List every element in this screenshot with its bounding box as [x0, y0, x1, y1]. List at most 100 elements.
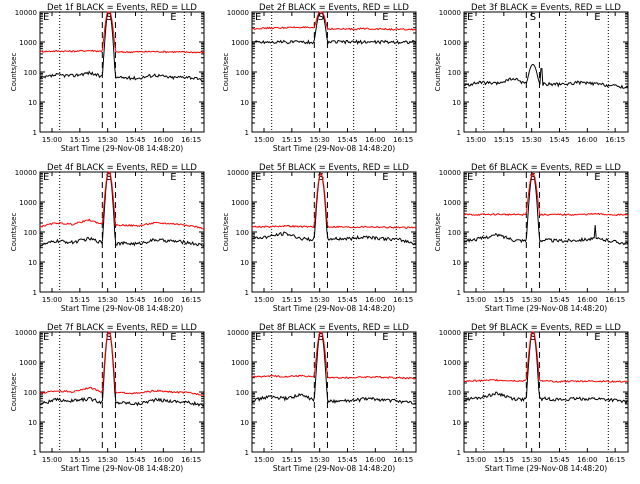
- x-tick-label: 15:00: [42, 456, 62, 464]
- y-tick-label: 10000: [227, 9, 249, 17]
- marker-label-s: S: [530, 12, 536, 23]
- x-axis-label: Start Time (29-Nov-08 14:48:20): [61, 304, 183, 313]
- x-tick-label: 15:30: [98, 456, 118, 464]
- y-tick-label: 1: [245, 289, 249, 297]
- marker-label-s: S: [530, 332, 536, 343]
- y-tick-label: 100: [236, 69, 249, 77]
- marker-label-e: E: [170, 12, 176, 23]
- x-tick-label: 15:00: [254, 136, 274, 144]
- series-events-line: [463, 331, 629, 405]
- x-tick-label: 16:00: [577, 296, 597, 304]
- x-tick-label: 15:45: [337, 136, 357, 144]
- y-tick-label: 10: [452, 419, 461, 427]
- x-axis-label: Start Time (29-Nov-08 14:48:20): [61, 144, 183, 153]
- x-axis-label: Start Time (29-Nov-08 14:48:20): [273, 464, 395, 473]
- x-tick-label: 16:00: [577, 136, 597, 144]
- x-axis-label: Start Time (29-Nov-08 14:48:20): [273, 144, 395, 153]
- x-tick-label: 15:30: [310, 136, 330, 144]
- x-tick-label: 15:15: [494, 136, 514, 144]
- panel-title: Det 6f BLACK = Events, RED = LLD: [471, 163, 621, 173]
- marker-label-s: S: [106, 172, 112, 183]
- marker-label-e: E: [255, 12, 261, 23]
- panel-det-9: Det 9f BLACK = Events, RED = LLD 1 10 100 10…: [439, 323, 629, 473]
- x-tick-label: 16:15: [181, 456, 201, 464]
- y-tick-label: 1: [33, 289, 37, 297]
- plot-frame: [463, 331, 629, 453]
- y-tick-label: 100: [236, 229, 249, 237]
- x-tick-label: 15:30: [310, 456, 330, 464]
- marker-label-e: E: [382, 332, 388, 343]
- x-tick-label: 15:15: [494, 296, 514, 304]
- marker-label-s: S: [106, 332, 112, 343]
- y-tick-label: 10: [28, 259, 37, 267]
- x-tick-label: 15:30: [310, 296, 330, 304]
- x-tick-label: 16:15: [181, 136, 201, 144]
- series-events-line: [463, 63, 629, 89]
- y-tick-label: 10000: [439, 329, 461, 337]
- plot-frame: [463, 171, 629, 293]
- y-axis-label: Counts/sec: [10, 373, 18, 412]
- x-tick-label: 15:45: [549, 136, 569, 144]
- x-tick-label: 15:45: [549, 296, 569, 304]
- series-events-line: [251, 11, 417, 46]
- x-tick-label: 15:15: [70, 296, 90, 304]
- series-events-line: [251, 331, 417, 406]
- y-axis-label: Counts/sec: [434, 53, 442, 92]
- y-tick-label: 1: [457, 289, 461, 297]
- series-lld-line: [39, 331, 205, 397]
- y-tick-label: 10000: [227, 329, 249, 337]
- series-events-line: [39, 171, 205, 248]
- panel-title: Det 5f BLACK = Events, RED = LLD: [259, 163, 409, 173]
- marker-label-s: S: [530, 172, 536, 183]
- y-tick-label: 100: [448, 229, 461, 237]
- marker-label-s: S: [318, 12, 324, 23]
- x-tick-label: 16:00: [153, 136, 173, 144]
- y-tick-label: 1000: [231, 39, 249, 47]
- x-tick-label: 15:00: [254, 296, 274, 304]
- plot-frame: [39, 11, 205, 133]
- x-tick-label: 15:45: [125, 456, 145, 464]
- marker-label-s: S: [318, 332, 324, 343]
- series-events-line: [463, 172, 629, 246]
- x-tick-label: 15:00: [42, 296, 62, 304]
- series-lld-line: [39, 11, 205, 54]
- x-tick-label: 15:15: [282, 456, 302, 464]
- y-tick-label: 100: [236, 389, 249, 397]
- y-tick-label: 1000: [19, 359, 37, 367]
- series-lld-line: [463, 331, 629, 383]
- x-tick-label: 15:15: [282, 136, 302, 144]
- x-tick-label: 15:30: [98, 136, 118, 144]
- y-tick-label: 10: [240, 419, 249, 427]
- y-axis-label: Counts/sec: [222, 213, 230, 252]
- y-tick-label: 10000: [15, 329, 37, 337]
- marker-label-s: S: [318, 172, 324, 183]
- y-tick-label: 1: [33, 129, 37, 137]
- y-axis-label: Counts/sec: [10, 53, 18, 92]
- x-tick-label: 16:15: [605, 296, 625, 304]
- marker-label-e: E: [467, 172, 473, 183]
- x-tick-label: 15:45: [125, 296, 145, 304]
- x-tick-label: 16:15: [605, 456, 625, 464]
- x-tick-label: 15:00: [466, 456, 486, 464]
- panel-det-4: Det 4f BLACK = Events, RED = LLD 1 10 100 10…: [10, 163, 205, 313]
- y-tick-label: 1: [33, 449, 37, 457]
- y-tick-label: 10: [240, 99, 249, 107]
- panel-det-7: Det 7f BLACK = Events, RED = LLD 1 10 100 10…: [10, 323, 205, 473]
- panel-title: Det 4f BLACK = Events, RED = LLD: [47, 163, 197, 173]
- x-tick-label: 15:45: [549, 456, 569, 464]
- series-events-line: [39, 11, 205, 83]
- y-tick-label: 1000: [443, 199, 461, 207]
- series-lld-line: [251, 331, 417, 380]
- y-axis-label: Counts/sec: [222, 53, 230, 92]
- marker-label-e: E: [43, 12, 49, 23]
- marker-label-e: E: [170, 332, 176, 343]
- y-tick-label: 1000: [19, 199, 37, 207]
- panel-title: Det 1f BLACK = Events, RED = LLD: [47, 3, 197, 13]
- marker-label-e: E: [255, 332, 261, 343]
- y-axis-label: Counts/sec: [434, 213, 442, 252]
- x-tick-label: 16:00: [365, 456, 385, 464]
- x-tick-label: 15:30: [522, 296, 542, 304]
- x-tick-label: 15:00: [466, 296, 486, 304]
- x-tick-label: 16:00: [153, 296, 173, 304]
